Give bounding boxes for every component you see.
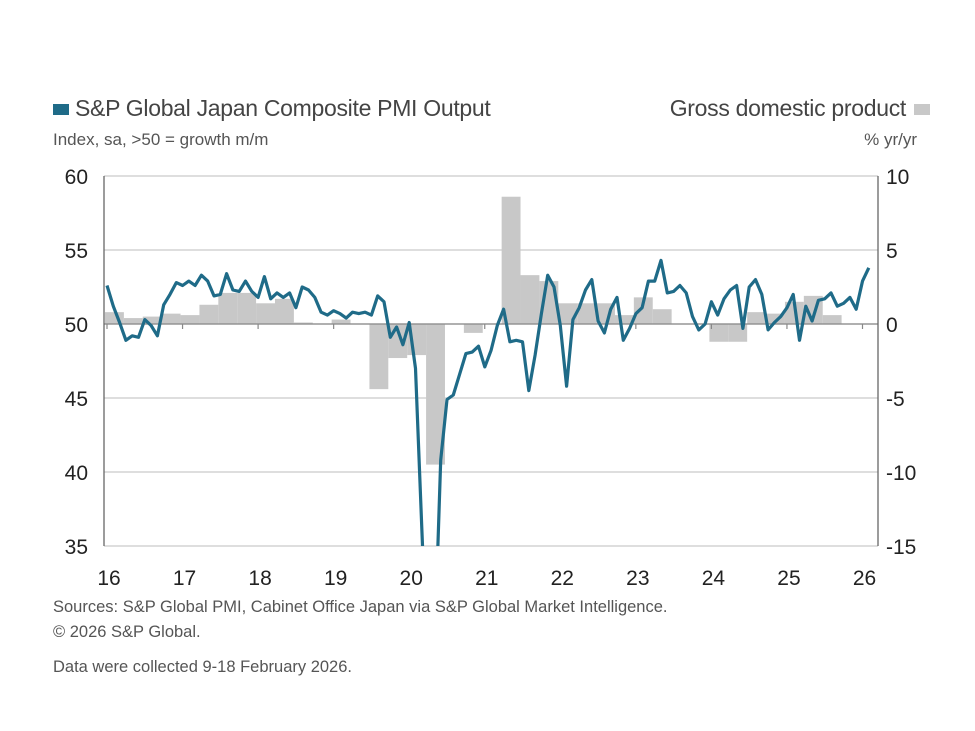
legend-gdp-swatch <box>914 104 930 116</box>
left-axis-label: Index, sa, >50 = growth m/m <box>53 130 269 149</box>
gdp-bar <box>520 275 540 324</box>
left-tick-label: 50 <box>65 314 88 337</box>
x-tick-label: 19 <box>324 567 347 590</box>
legend-pmi: S&P Global Japan Composite PMI Output <box>53 95 491 122</box>
x-tick-label: 20 <box>400 567 423 590</box>
gdp-bar <box>331 319 351 324</box>
gdp-bar <box>369 324 389 390</box>
right-tick-label: -5 <box>886 388 905 411</box>
left-tick-label: 40 <box>65 462 88 485</box>
left-tick-label: 45 <box>65 388 88 411</box>
left-tick-label: 60 <box>65 166 88 189</box>
gdp-bar <box>822 315 842 324</box>
gdp-bar <box>501 196 521 324</box>
gdp-bar <box>237 292 257 324</box>
right-tick-label: 5 <box>886 240 898 263</box>
legend-gdp-label: Gross domestic product <box>669 95 907 121</box>
right-tick-label: -15 <box>886 536 916 559</box>
right-tick-label: 10 <box>886 166 909 189</box>
left-tick-label: 35 <box>65 536 88 559</box>
x-tick-label: 25 <box>777 567 800 590</box>
legend-gdp: Gross domestic product <box>670 95 930 122</box>
pmi-line <box>105 258 871 546</box>
gdp-bar <box>463 324 483 333</box>
gdp-bar <box>105 312 124 324</box>
sources-note: Sources: S&P Global PMI, Cabinet Office … <box>53 598 668 616</box>
gdp-bar <box>123 318 143 324</box>
gdp-bar <box>766 313 785 324</box>
x-tick-label: 23 <box>626 567 649 590</box>
copyright-note: © 2026 S&P Global. <box>53 623 201 641</box>
gdp-bar <box>293 322 313 324</box>
gdp-bar <box>426 324 445 465</box>
gdp-bar <box>199 304 219 324</box>
gdp-bar <box>161 313 181 324</box>
right-tick-label: -10 <box>886 462 916 485</box>
x-tick-label: 18 <box>248 567 271 590</box>
gdp-bar <box>142 316 162 324</box>
x-tick-label: 21 <box>475 567 498 590</box>
gdp-bar <box>180 315 200 324</box>
gdp-bar <box>614 315 634 324</box>
x-tick-label: 17 <box>173 567 196 590</box>
gdp-bar <box>709 324 729 342</box>
gdp-bar <box>256 303 275 324</box>
gdp-bar <box>274 298 294 324</box>
gdp-bar <box>652 309 672 324</box>
x-tick-label: 16 <box>97 567 120 590</box>
legend-pmi-label: S&P Global Japan Composite PMI Output <box>75 95 491 121</box>
collection-note: Data were collected 9-18 February 2026. <box>53 658 352 676</box>
gdp-bar <box>633 297 653 324</box>
x-tick-label: 24 <box>702 567 726 590</box>
x-tick-label: 22 <box>551 567 574 590</box>
gdp-bar <box>747 312 767 324</box>
right-axis-label: % yr/yr <box>864 130 917 149</box>
left-tick-label: 55 <box>65 240 88 263</box>
gdp-bar <box>218 292 238 324</box>
legend-pmi-swatch <box>53 104 69 116</box>
right-tick-label: 0 <box>886 314 898 337</box>
x-tick-label: 26 <box>853 567 876 590</box>
gdp-bar <box>577 303 597 324</box>
